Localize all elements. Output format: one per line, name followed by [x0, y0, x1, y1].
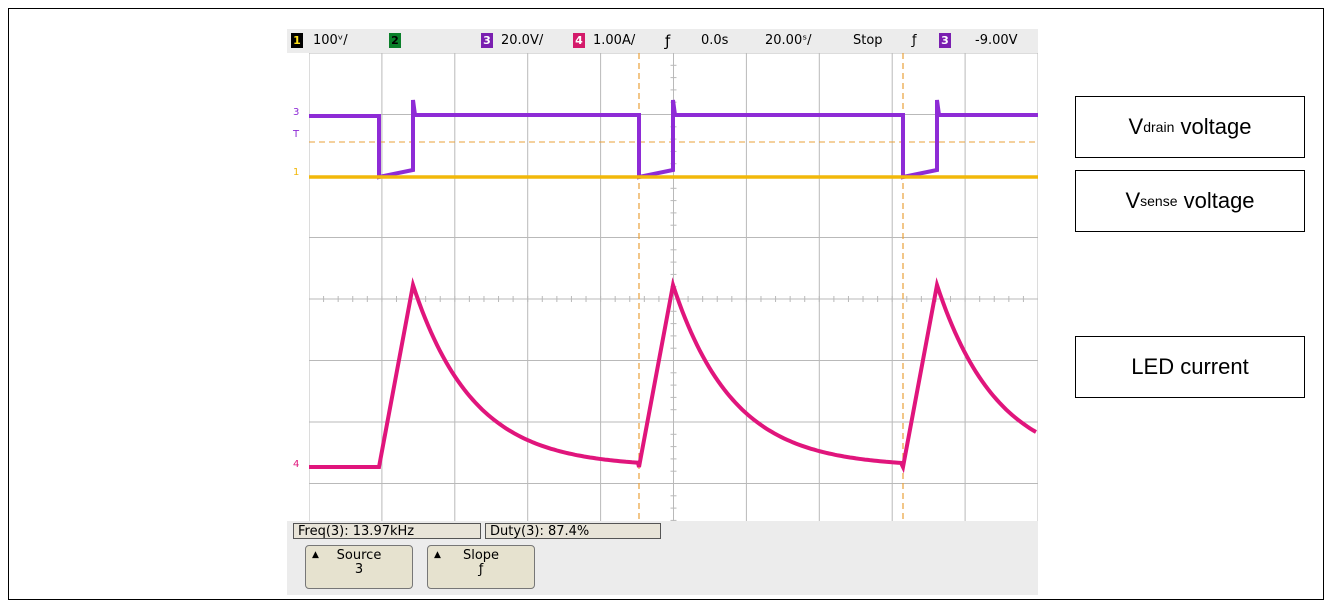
- trigger-mode-icon: ƒ: [665, 32, 671, 50]
- ch3-indicator[interactable]: 3: [481, 33, 493, 48]
- ch4-indicator[interactable]: 4: [573, 33, 585, 48]
- trigger-level: -9.00V: [975, 33, 1018, 48]
- led-current-trace: [309, 277, 1037, 474]
- vdrain-sub: drain: [1143, 119, 1175, 135]
- softkey-arrow-icon: ▲: [434, 550, 441, 560]
- vsense-main: V: [1125, 188, 1141, 213]
- ch1-indicator[interactable]: 1: [291, 33, 303, 48]
- ch1-ground-marker: 1: [293, 167, 300, 178]
- frequency-measurement: Freq(3): 13.97kHz: [293, 523, 481, 539]
- vdrain-rest: voltage: [1174, 114, 1252, 139]
- ch4-ground-marker: 4: [293, 459, 300, 470]
- source-label: Source: [336, 548, 382, 563]
- ch1-scale: 100ᵛ/: [313, 33, 348, 48]
- ch3-ground-marker: 3: [293, 107, 300, 118]
- source-softkey[interactable]: ▲ Source 3: [305, 545, 413, 589]
- led-current-callout: LED current: [1075, 336, 1305, 398]
- oscilloscope-screenshot: 1 100ᵛ/ 2 3 20.0V/ 4 1.00A/ ƒ 0.0s 20.00…: [287, 29, 1038, 595]
- trigger-slope-icon: ƒ: [912, 33, 917, 48]
- waveform-traces: [309, 99, 1038, 474]
- led-current-label: LED current: [1131, 354, 1249, 379]
- vdrain-trace: [309, 99, 1038, 180]
- slope-softkey[interactable]: ▲ Slope ƒ: [427, 545, 535, 589]
- status-bar: 1 100ᵛ/ 2 3 20.0V/ 4 1.00A/ ƒ 0.0s 20.00…: [287, 29, 1038, 53]
- time-scale: 20.00ˢ/: [765, 33, 812, 48]
- run-state: Stop: [853, 33, 883, 48]
- ch2-indicator[interactable]: 2: [389, 33, 401, 48]
- vsense-rest: voltage: [1177, 188, 1255, 213]
- figure-frame: [8, 8, 1324, 600]
- time-offset: 0.0s: [701, 33, 729, 48]
- duty-measurement: Duty(3): 87.4%: [485, 523, 661, 539]
- ch3-scale: 20.0V/: [501, 33, 544, 48]
- source-value: 3: [354, 562, 364, 577]
- vdrain-main: V: [1128, 114, 1144, 139]
- slope-value: ƒ: [478, 562, 484, 577]
- slope-label: Slope: [462, 548, 500, 563]
- trigger-source-indicator: 3: [939, 33, 951, 48]
- measurement-bar: Freq(3): 13.97kHz Duty(3): 87.4%: [287, 521, 1038, 543]
- trigger-level-marker: T: [293, 129, 300, 140]
- vsense-sub: sense: [1140, 193, 1178, 209]
- waveform-display: [309, 53, 1038, 545]
- ch4-scale: 1.00A/: [593, 33, 636, 48]
- softkey-arrow-icon: ▲: [312, 550, 319, 560]
- softkey-bar: ▲ Source 3 ▲ Slope ƒ: [287, 543, 1038, 595]
